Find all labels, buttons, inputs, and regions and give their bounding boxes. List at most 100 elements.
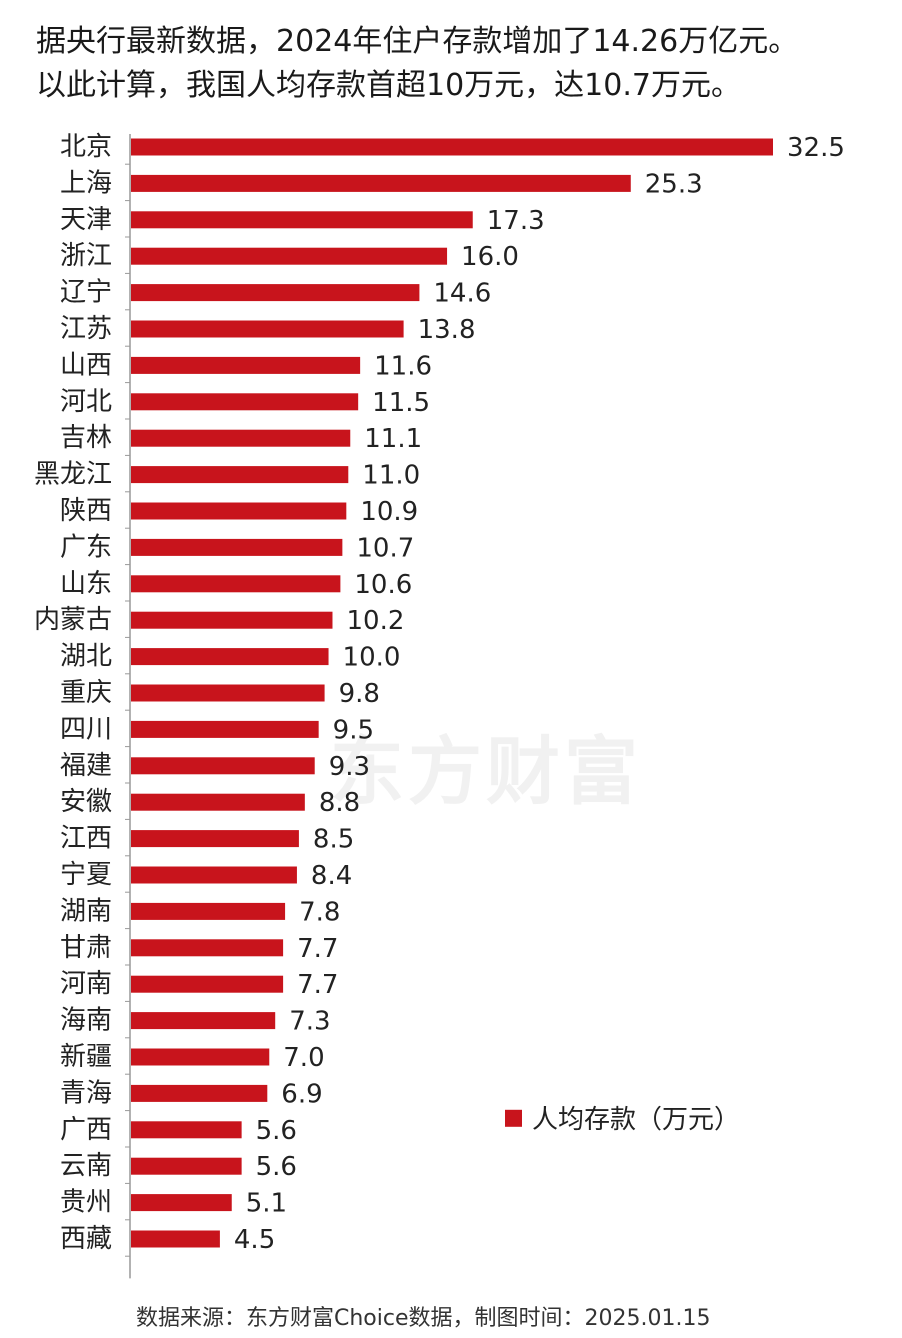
category-label: 福建 — [60, 751, 112, 781]
value-label: 4.5 — [234, 1225, 275, 1255]
category-label: 安徽 — [60, 787, 112, 817]
legend-swatch — [505, 1109, 522, 1127]
value-label: 17.3 — [487, 206, 545, 236]
legend-label: 人均存款（万元） — [532, 1105, 740, 1135]
bar — [131, 211, 473, 229]
category-label: 陕西 — [60, 496, 112, 526]
value-label: 10.2 — [346, 606, 404, 636]
value-label: 5.6 — [256, 1152, 297, 1182]
category-label: 山西 — [60, 350, 112, 380]
category-label: 甘肃 — [60, 933, 112, 963]
value-label: 10.0 — [343, 643, 401, 673]
bar-chart: 北京 32.5 上海 25.3 天津 17.3 浙江 16.0 辽宁 14.6 江苏 13.8 山西 11… — [34, 132, 845, 1279]
category-label: 西藏 — [60, 1224, 112, 1254]
bar — [131, 1084, 268, 1102]
bar — [131, 538, 343, 556]
value-label: 5.1 — [246, 1189, 287, 1219]
value-label: 9.8 — [339, 679, 380, 709]
value-label: 10.6 — [354, 570, 412, 600]
watermark-text: 东方财富 — [330, 729, 642, 815]
bar — [131, 429, 351, 447]
category-label: 广东 — [60, 532, 112, 562]
value-label: 14.6 — [433, 279, 491, 309]
category-label: 吉林 — [60, 423, 112, 453]
headline-line-2: 以此计算，我国人均存款首超10万元，达10.7万元。 — [36, 68, 741, 103]
category-label: 青海 — [60, 1078, 112, 1108]
bar — [131, 393, 359, 411]
category-label: 湖南 — [60, 896, 112, 926]
value-label: 6.9 — [281, 1079, 322, 1109]
category-label: 河南 — [60, 969, 112, 999]
value-label: 11.0 — [362, 461, 420, 491]
bar — [131, 575, 341, 593]
bar — [131, 684, 325, 702]
value-label: 16.0 — [461, 242, 519, 272]
bar — [131, 866, 297, 884]
category-label: 广西 — [60, 1115, 112, 1145]
bar — [131, 138, 773, 156]
value-label: 32.5 — [787, 133, 845, 163]
bar — [131, 611, 333, 629]
value-label: 11.5 — [372, 388, 430, 418]
value-label: 7.0 — [283, 1043, 324, 1073]
value-label: 13.8 — [418, 315, 476, 345]
value-label: 7.8 — [299, 897, 340, 927]
bar — [131, 502, 347, 520]
value-label: 7.7 — [297, 970, 338, 1000]
category-label: 云南 — [60, 1151, 112, 1181]
bar — [131, 1048, 270, 1066]
bar — [131, 1012, 276, 1030]
category-label: 内蒙古 — [34, 605, 112, 635]
category-label: 新疆 — [60, 1042, 112, 1072]
value-label: 8.5 — [313, 825, 354, 855]
category-label: 江苏 — [60, 314, 112, 344]
category-label: 浙江 — [60, 241, 112, 271]
bar — [131, 247, 448, 265]
category-label: 宁夏 — [60, 860, 112, 890]
category-label: 天津 — [60, 205, 112, 235]
value-label: 10.9 — [360, 497, 418, 527]
bar — [131, 466, 349, 484]
category-label: 山东 — [60, 569, 112, 599]
source-note: 数据来源：东方财富Choice数据，制图时间：2025.01.15 — [136, 1306, 711, 1331]
bar — [131, 757, 315, 775]
category-label: 海南 — [60, 1006, 112, 1036]
category-label: 贵州 — [60, 1188, 112, 1218]
category-label: 辽宁 — [60, 278, 112, 308]
value-label: 7.7 — [297, 934, 338, 964]
value-label: 9.5 — [333, 715, 374, 745]
category-label: 重庆 — [60, 678, 112, 708]
bar — [131, 939, 284, 957]
category-label: 北京 — [60, 132, 112, 162]
headline-line-1: 据央行最新数据，2024年住户存款增加了14.26万亿元。 — [36, 24, 799, 59]
bar — [131, 1121, 242, 1139]
bar — [131, 174, 631, 192]
value-label: 5.6 — [256, 1116, 297, 1146]
category-label: 湖北 — [60, 642, 112, 672]
value-label: 7.3 — [289, 1007, 330, 1037]
bar — [131, 320, 404, 338]
category-label: 河北 — [60, 387, 112, 417]
bar — [131, 902, 286, 920]
bar — [131, 1157, 242, 1175]
bar — [131, 648, 329, 666]
bar — [131, 356, 361, 374]
category-label: 四川 — [60, 714, 112, 744]
bar — [131, 284, 420, 302]
bar — [131, 1194, 232, 1212]
bar — [131, 830, 299, 848]
category-label: 上海 — [60, 168, 112, 198]
value-label: 25.3 — [645, 169, 703, 199]
category-label: 黑龙江 — [34, 460, 112, 490]
bar — [131, 1230, 220, 1248]
value-label: 10.7 — [356, 533, 414, 563]
value-label: 11.6 — [374, 351, 432, 381]
value-label: 8.4 — [311, 861, 352, 891]
bar — [131, 793, 305, 811]
category-label: 江西 — [60, 824, 112, 854]
value-label: 8.8 — [319, 788, 360, 818]
chart-header: 据央行最新数据，2024年住户存款增加了14.26万亿元。 以此计算，我国人均存… — [36, 20, 886, 108]
bar — [131, 720, 319, 738]
bar — [131, 975, 284, 993]
value-label: 11.1 — [364, 424, 422, 454]
